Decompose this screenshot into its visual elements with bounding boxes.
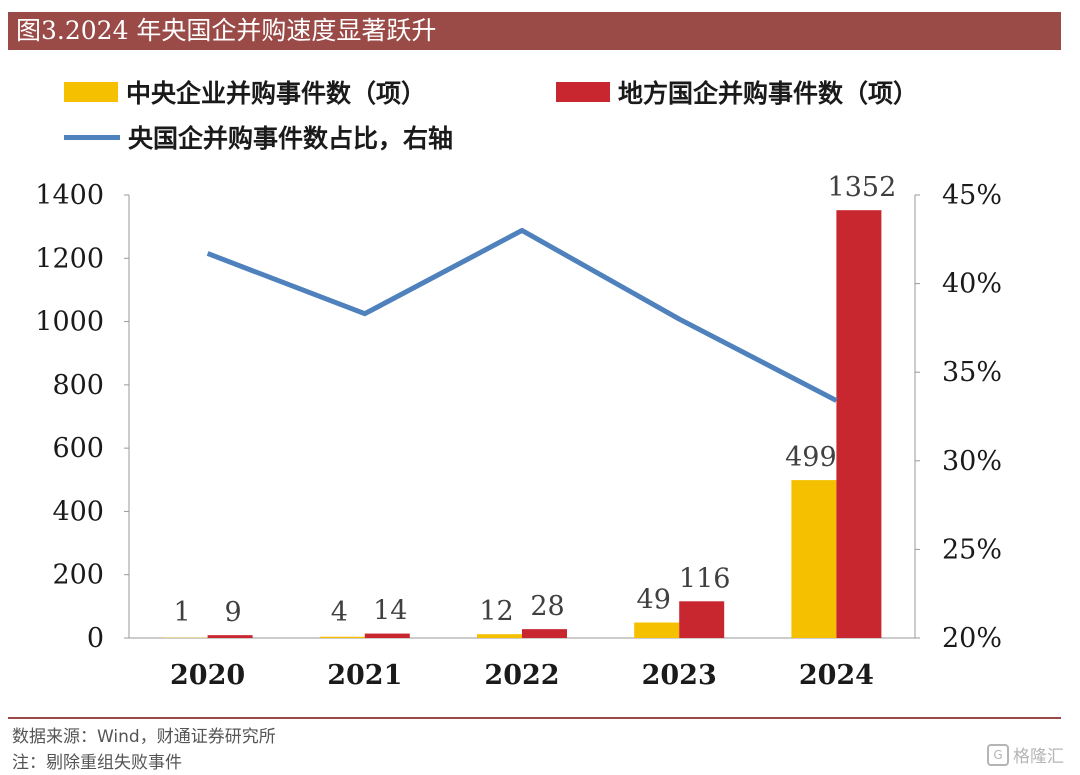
legend-central-swatch [64,82,118,102]
bar-local [522,629,567,638]
legend-ratio-label: 央国企并购事件数占比，右轴 [128,124,454,153]
y-left-tick-label: 400 [52,496,104,527]
legend-local: 地方国企并购事件数（项） [556,74,918,110]
data-label-central: 49 [637,584,671,615]
y-left-tick-label: 600 [52,433,104,464]
y-left-tick-label: 1000 [35,307,104,338]
data-label-local: 28 [530,591,564,622]
data-label-central: 499 [785,442,837,473]
exclusion-note: 注：剔除重组失败事件 [12,753,182,773]
chart-title: 图3.2024 年央国企并购速度显著跃升 [8,12,1061,50]
legend-ratio: 央国企并购事件数占比，右轴 [64,119,453,155]
legend-central: 中央企业并购事件数（项） [64,74,426,110]
data-label-local: 1352 [828,172,897,203]
y-right-tick-label: 30% [942,446,1002,477]
bar-central [634,622,680,638]
legend-local-label: 地方国企并购事件数（项） [618,79,919,108]
watermark: G 格隆汇 [987,742,1064,767]
y-left-tick-label: 1200 [35,243,104,274]
bar-local [836,210,882,638]
legend-local-swatch [556,82,610,102]
y-right-tick-label: 25% [942,534,1002,565]
y-right-tick-label: 40% [942,269,1002,300]
data-label-central: 12 [479,596,513,627]
x-tick-label: 2020 [170,660,245,691]
data-label-central: 4 [331,597,348,628]
x-tick-label: 2022 [484,660,559,691]
y-left-tick-label: 200 [52,560,104,591]
y-right-tick-label: 45% [942,180,1002,211]
legend-central-label: 中央企业并购事件数（项） [126,79,427,108]
data-label-central: 1 [174,597,191,628]
y-right-tick-label: 20% [942,623,1002,654]
data-label-local: 116 [679,563,731,594]
y-left-tick-label: 800 [52,370,104,401]
data-label-local: 9 [225,597,242,628]
bar-local [364,633,410,638]
x-tick-label: 2023 [642,660,717,691]
x-tick-label: 2024 [799,660,874,691]
y-left-tick-label: 0 [87,623,104,654]
bar-central [477,634,522,638]
data-label-local: 14 [373,596,407,627]
ratio-line [206,227,838,403]
watermark-text: 格隆汇 [1013,747,1064,767]
bar-local [679,601,725,638]
x-tick-label: 2021 [327,660,402,691]
bar-central [791,480,837,638]
source-note: 数据来源：Wind，财通证券研究所 [12,727,276,747]
footer-divider [8,717,1061,719]
y-right-tick-label: 35% [942,357,1002,388]
legend-ratio-line [64,134,120,140]
bar-central [319,636,365,638]
bar-local [207,635,253,638]
watermark-logo-icon: G [987,743,1009,766]
y-left-tick-label: 1400 [35,180,104,211]
